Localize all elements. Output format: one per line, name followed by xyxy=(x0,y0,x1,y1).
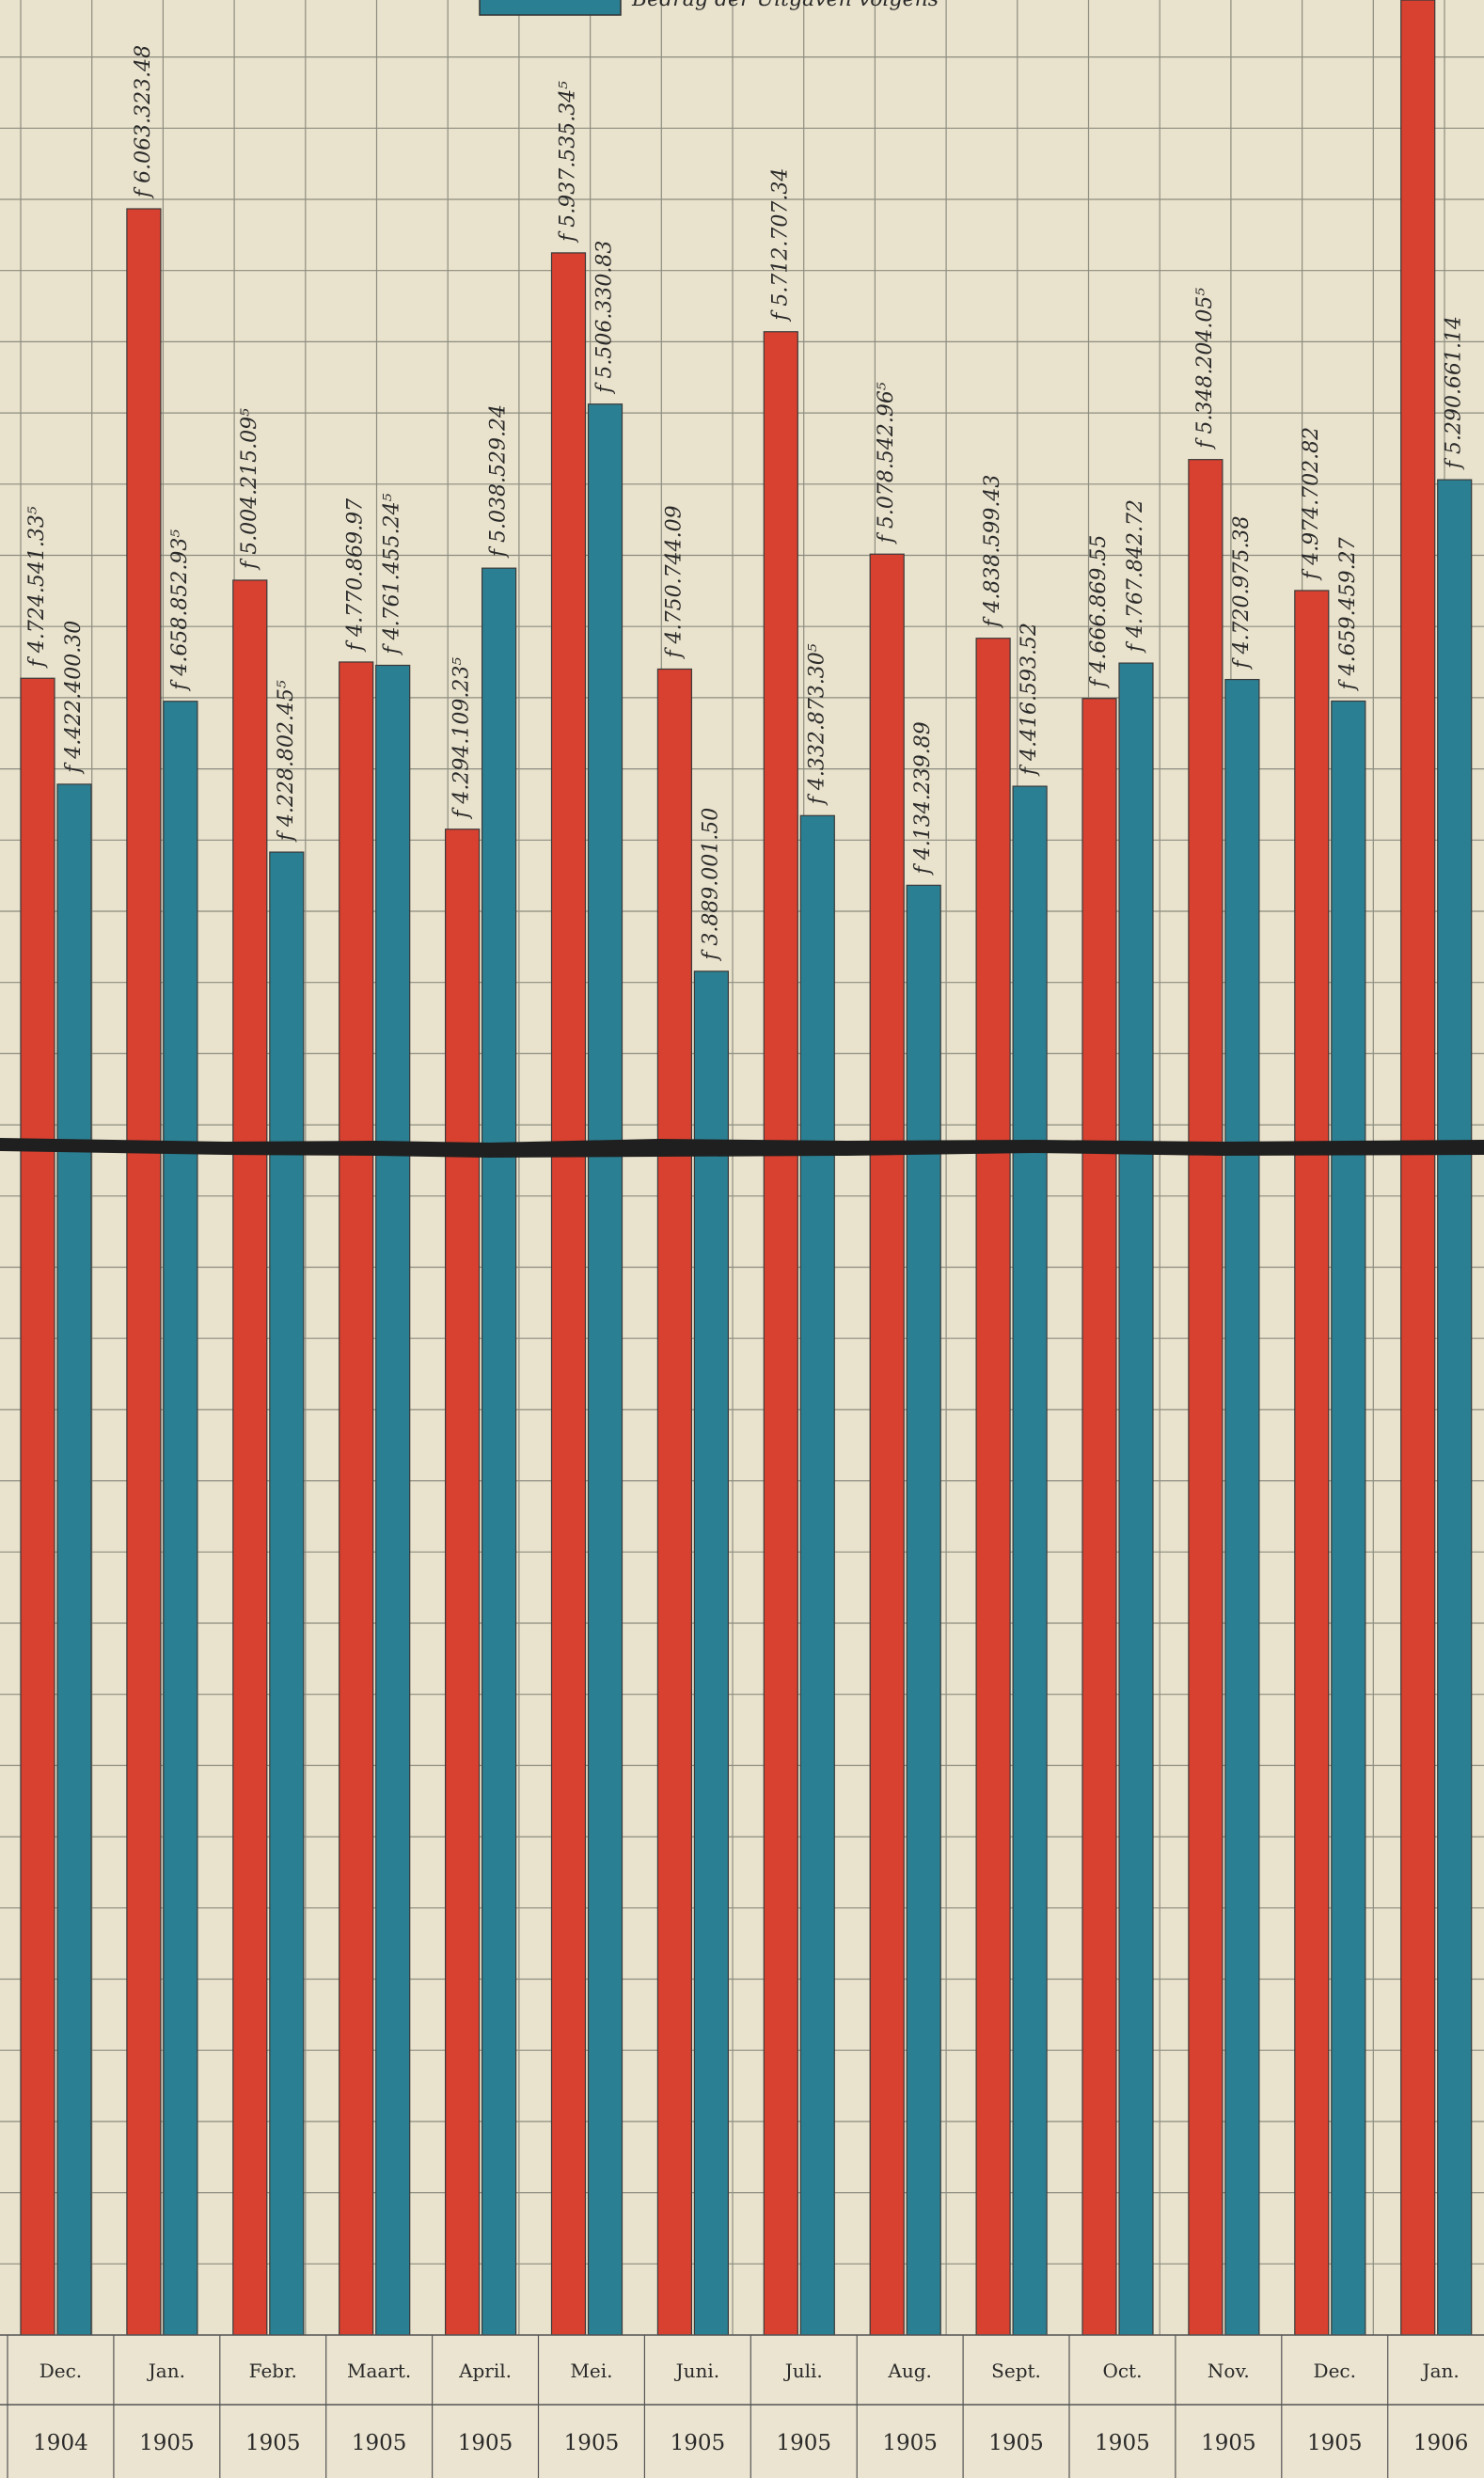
year-label-13: 1906 xyxy=(1413,2431,1469,2455)
month-label-1: Jan. xyxy=(147,2360,185,2382)
data-label-0-7: f 5.712.707.34 xyxy=(768,168,792,323)
year-label-0: 1904 xyxy=(33,2431,88,2455)
data-label-0-9: f 4.838.599.43 xyxy=(981,475,1004,629)
data-label-1-12: f 4.659.459.27 xyxy=(1336,537,1360,691)
value-labels: f 4.724.541.33⁵ f 4.422.400.30 f 6.063.323… xyxy=(25,45,1466,962)
bar-0-6 xyxy=(656,668,693,2336)
data-label-0-3: f 4.770.869.97 xyxy=(344,498,368,653)
bar-0-7 xyxy=(763,331,798,2336)
data-label-0-1: f 6.063.323.48 xyxy=(132,45,155,199)
bar-0-8 xyxy=(869,553,905,2336)
bar-0-13 xyxy=(1400,0,1436,2336)
grid xyxy=(0,0,1484,2336)
bar-1-6 xyxy=(693,971,730,2336)
bar-0-2 xyxy=(232,579,268,2336)
bar-0-9 xyxy=(975,638,1011,2336)
year-label-4: 1905 xyxy=(458,2431,513,2455)
bar-1-2 xyxy=(269,851,305,2336)
axis-table: Dec. 1904 Jan. 1905 Febr. 1905 Maart. 1905 April… xyxy=(0,2334,1484,2478)
bar-1-8 xyxy=(906,884,941,2336)
bar-1-1 xyxy=(163,701,198,2336)
bars xyxy=(20,0,1473,2336)
year-label-11: 1905 xyxy=(1201,2431,1256,2455)
year-label-9: 1905 xyxy=(988,2431,1044,2455)
data-label-0-2: f 5.004.215.09⁵ xyxy=(238,408,261,571)
bar-0-5 xyxy=(550,252,587,2336)
bar-0-0 xyxy=(20,677,55,2336)
data-label-0-11: f 5.348.204.05⁵ xyxy=(1193,288,1217,450)
axis-table-bg xyxy=(0,2335,1484,2478)
bar-0-4 xyxy=(445,829,481,2336)
month-label-6: Juni. xyxy=(674,2360,720,2382)
bar-1-5 xyxy=(587,403,624,2336)
data-label-1-13: f 5.290.661.14 xyxy=(1443,316,1466,470)
year-label-12: 1905 xyxy=(1307,2431,1363,2455)
month-label-10: Oct. xyxy=(1102,2360,1142,2382)
data-label-1-8: f 4.134.239.89 xyxy=(911,721,935,876)
data-label-1-1: f 4.658.852.93⁵ xyxy=(168,529,192,692)
month-label-0: Dec. xyxy=(39,2360,82,2382)
data-label-1-4: f 5.038.529.24 xyxy=(487,404,511,559)
month-label-4: April. xyxy=(458,2360,512,2382)
month-label-9: Sept. xyxy=(991,2360,1041,2382)
data-label-1-3: f 4.761.455.24⁵ xyxy=(381,493,404,655)
month-label-8: Aug. xyxy=(887,2360,931,2382)
month-label-3: Maart. xyxy=(347,2360,411,2382)
data-label-0-4: f 4.294.109.23⁵ xyxy=(450,657,474,820)
bar-1-12 xyxy=(1331,700,1366,2336)
data-label-1-9: f 4.416.593.52 xyxy=(1018,623,1041,777)
bar-1-4 xyxy=(481,567,517,2336)
data-label-1-6: f 3.889.001.50 xyxy=(699,808,722,962)
year-label-1: 1905 xyxy=(139,2431,195,2455)
data-label-1-10: f 4.767.842.72 xyxy=(1124,499,1147,654)
legend-swatch xyxy=(479,0,622,16)
legend: Bedrag der Uitgaven volgens xyxy=(479,0,939,16)
bar-1-11 xyxy=(1224,678,1260,2336)
data-label-0-8: f 5.078.542.96⁵ xyxy=(875,382,898,545)
data-label-1-5: f 5.506.330.83 xyxy=(593,241,617,395)
data-label-0-6: f 4.750.744.09 xyxy=(662,505,686,659)
year-label-7: 1905 xyxy=(776,2431,831,2455)
bar-1-13 xyxy=(1437,479,1473,2336)
year-label-10: 1905 xyxy=(1095,2431,1150,2455)
bar-0-10 xyxy=(1081,698,1117,2336)
year-label-6: 1905 xyxy=(671,2431,726,2455)
bar-1-3 xyxy=(375,664,411,2336)
year-label-2: 1905 xyxy=(245,2431,301,2455)
month-label-7: Juli. xyxy=(783,2360,823,2382)
paper-tear-line xyxy=(0,1138,1484,1158)
data-label-0-10: f 4.666.869.55 xyxy=(1087,535,1111,689)
month-label-5: Mei. xyxy=(570,2360,612,2382)
bar-0-11 xyxy=(1188,459,1224,2336)
year-label-8: 1905 xyxy=(882,2431,938,2455)
data-label-0-12: f 4.974.702.82 xyxy=(1300,427,1323,581)
month-label-13: Jan. xyxy=(1421,2360,1460,2382)
year-label-3: 1905 xyxy=(352,2431,407,2455)
bar-0-1 xyxy=(126,208,162,2336)
year-label-5: 1905 xyxy=(564,2431,620,2455)
bar-1-10 xyxy=(1118,662,1154,2336)
month-label-11: Nov. xyxy=(1208,2360,1250,2382)
data-label-1-7: f 4.332.873.30⁵ xyxy=(805,643,829,806)
bar-1-0 xyxy=(56,783,92,2336)
legend-text: Bedrag der Uitgaven volgens xyxy=(631,0,939,11)
data-label-0-0: f 4.724.541.33⁵ xyxy=(25,506,49,669)
bar-0-12 xyxy=(1294,590,1330,2336)
data-label-1-0: f 4.422.400.30 xyxy=(62,621,86,775)
bar-1-9 xyxy=(1012,785,1048,2336)
bar-1-7 xyxy=(799,814,835,2336)
data-label-0-5: f 5.937.535.34⁵ xyxy=(557,81,580,244)
month-label-12: Dec. xyxy=(1314,2360,1356,2382)
month-label-2: Febr. xyxy=(249,2360,297,2382)
data-label-1-2: f 4.228.802.45⁵ xyxy=(275,680,298,843)
bar-0-3 xyxy=(339,661,374,2336)
data-label-1-11: f 4.720.975.38 xyxy=(1230,515,1254,670)
